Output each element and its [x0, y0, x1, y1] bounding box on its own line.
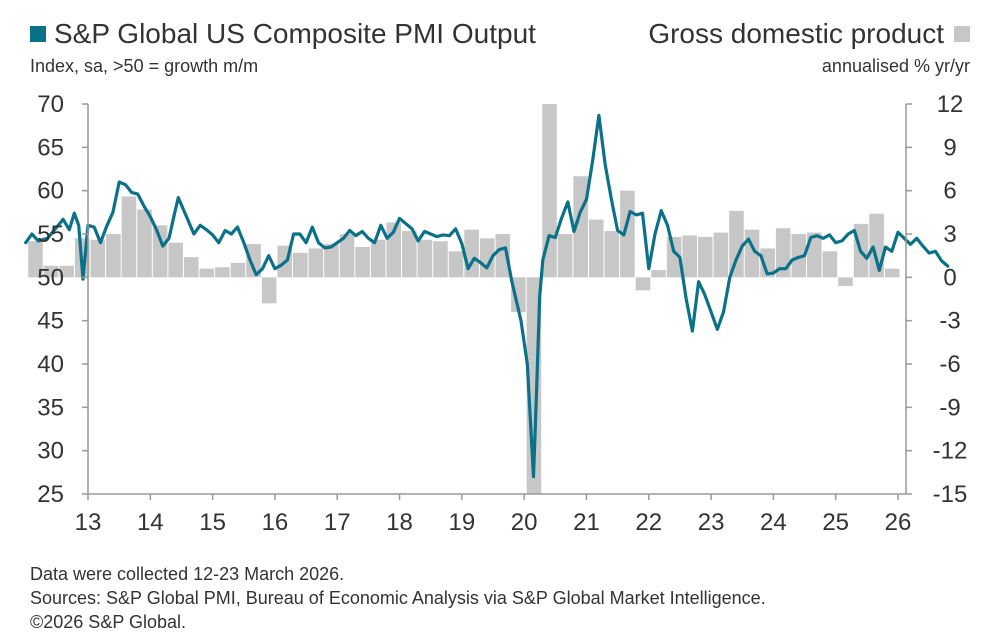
- gdp-bar: [230, 262, 246, 278]
- gdp-bar: [822, 251, 838, 278]
- left-tick-label: 50: [37, 264, 64, 291]
- right-tick-label: -12: [933, 438, 968, 465]
- gdp-bar: [807, 232, 822, 278]
- x-tick-label: 14: [137, 509, 164, 536]
- gdp-bar: [168, 242, 183, 278]
- x-tick-label: 22: [635, 509, 662, 536]
- gdp-bar: [557, 234, 573, 278]
- pmi-legend-label: S&P Global US Composite PMI Output: [54, 18, 536, 49]
- right-tick-label: -15: [933, 481, 968, 508]
- x-tick-label: 26: [885, 509, 912, 536]
- gdp-bar: [137, 209, 152, 278]
- gdp-bar: [760, 248, 775, 278]
- left-tick-label: 55: [37, 221, 64, 248]
- gdp-bar: [729, 210, 744, 278]
- left-axis-subtitle: Index, sa, >50 = growth m/m: [30, 56, 259, 76]
- x-tick-label: 17: [324, 509, 351, 536]
- gdp-bar: [402, 231, 417, 278]
- footer: Data were collected 12-23 March 2026. So…: [30, 562, 766, 634]
- x-tick-label: 21: [573, 509, 600, 536]
- gdp-bar: [28, 241, 43, 278]
- gdp-bar: [246, 244, 261, 278]
- x-tick-label: 16: [262, 509, 289, 536]
- gdp-bar: [261, 277, 277, 304]
- gdp-bar: [542, 104, 557, 278]
- left-tick-label: 40: [37, 351, 64, 378]
- gdp-bar: [417, 239, 433, 278]
- left-tick-label: 35: [37, 394, 64, 421]
- gdp-bar: [433, 241, 448, 278]
- gdp-bar: [838, 277, 853, 286]
- left-tick-label: 60: [37, 178, 64, 205]
- gdp-bar: [370, 239, 386, 278]
- x-tick-label: 20: [511, 509, 538, 536]
- right-tick-label: 6: [943, 178, 956, 205]
- gdp-bar: [293, 252, 308, 278]
- gdp-bar: [682, 235, 697, 278]
- gdp-bar: [479, 238, 495, 278]
- gdp-bar: [604, 231, 620, 278]
- gdp-bar: [308, 248, 324, 278]
- x-tick-label: 13: [75, 509, 102, 536]
- x-tick-label: 24: [760, 509, 787, 536]
- gdp-bar: [152, 225, 168, 278]
- gdp-bar: [339, 234, 355, 278]
- x-tick-label: 23: [698, 509, 725, 536]
- gdp-bar: [713, 232, 729, 278]
- pmi-line: [24, 113, 950, 479]
- right-tick-label: -3: [939, 308, 960, 335]
- left-tick-label: 30: [37, 438, 64, 465]
- gdp-bar: [666, 236, 682, 278]
- left-tick-label: 65: [37, 134, 64, 161]
- footer-copyright: ©2026 S&P Global.: [30, 612, 187, 632]
- right-tick-label: 9: [943, 134, 956, 161]
- right-tick-label: 3: [943, 221, 956, 248]
- footer-collection-note: Data were collected 12-23 March 2026.: [30, 564, 345, 584]
- right-tick-label: -6: [939, 351, 960, 378]
- left-tick-label: 45: [37, 308, 64, 335]
- pmi-legend-swatch: [30, 26, 46, 42]
- gdp-bar: [199, 268, 215, 278]
- right-tick-label: -9: [939, 394, 960, 421]
- gdp-bar: [215, 267, 230, 278]
- right-tick-label: 0: [943, 264, 956, 291]
- x-tick-label: 25: [822, 509, 849, 536]
- gdp-bar: [698, 236, 713, 278]
- gdp-bar: [448, 251, 464, 278]
- right-tick-label: 12: [937, 91, 964, 118]
- x-tick-label: 18: [386, 509, 413, 536]
- gdp-bar: [511, 277, 526, 312]
- gdp-bar: [869, 213, 884, 278]
- left-tick-label: 70: [37, 91, 64, 118]
- x-tick-label: 19: [448, 509, 475, 536]
- gdp-bar: [90, 239, 106, 278]
- x-tick-label: 15: [199, 509, 226, 536]
- gdp-bar: [59, 265, 74, 278]
- gdp-bar: [324, 244, 339, 278]
- right-axis-subtitle: annualised % yr/yr: [821, 56, 970, 76]
- pmi-gdp-chart: 70656055504540353025129630-3-6-9-12-1513…: [24, 91, 968, 536]
- gdp-bar: [183, 257, 199, 278]
- gdp-bar: [121, 196, 137, 278]
- gdp-legend-label: Gross domestic product: [648, 18, 944, 49]
- gdp-bar: [651, 270, 666, 278]
- gdp-bar: [106, 234, 121, 278]
- gdp-bar: [588, 219, 604, 278]
- gdp-bar: [495, 234, 511, 278]
- left-tick-label: 25: [37, 481, 64, 508]
- footer-sources: Sources: S&P Global PMI, Bureau of Econo…: [30, 588, 766, 608]
- gdp-bar: [355, 247, 370, 278]
- gdp-bar: [635, 277, 651, 291]
- gdp-legend-swatch: [954, 26, 970, 42]
- gdp-bar: [43, 265, 59, 278]
- legend-gdp: Gross domestic product: [648, 18, 970, 50]
- gdp-bar: [464, 229, 479, 278]
- gdp-bar: [884, 268, 900, 278]
- legend-pmi: S&P Global US Composite PMI Output: [30, 18, 536, 50]
